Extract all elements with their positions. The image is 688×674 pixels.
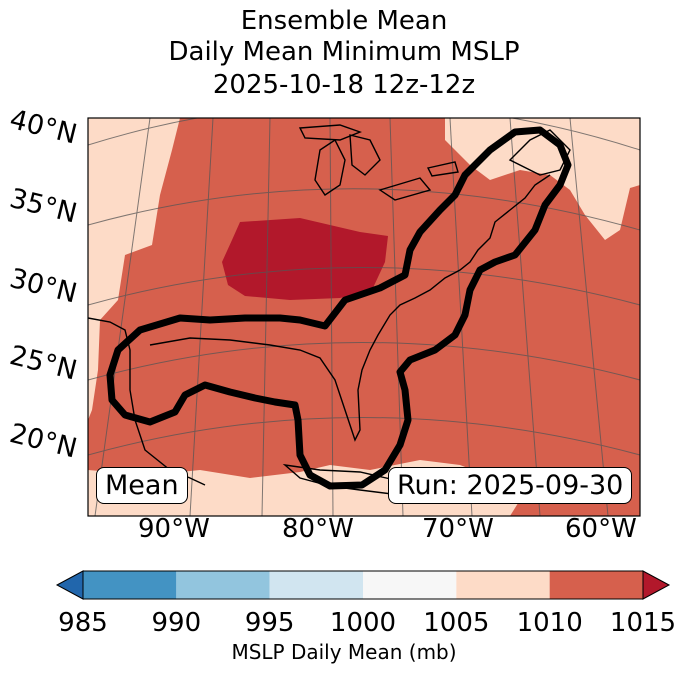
colorbar-tick-990: 990 [151,608,202,638]
lake-erie [378,177,432,201]
lon-label-70: 70°W [422,514,494,544]
mslp-contour [106,126,572,490]
lon-label-60: 60°W [565,514,637,544]
lon-label-80: 80°W [282,514,354,544]
title-line-1: Ensemble Mean [240,6,448,36]
colorbar-label: MSLP Daily Mean (mb) [231,640,457,664]
lat-line-25 [88,342,640,381]
lat-line-35 [88,188,640,231]
lake-superior [298,124,362,141]
colorbar-segment-1000 [363,571,457,599]
colorbar-tick-1005: 1005 [423,608,490,638]
lon-line-65 [509,118,541,516]
mslp-field-light-west [88,118,180,420]
lake-huron [349,134,381,176]
lon-line-95 [94,118,151,516]
colorbar-tick-985: 985 [58,608,108,638]
run-date-box: Run: 2025-09-30 [388,467,633,504]
lon-line-60 [569,118,609,516]
colorbar-frame [82,570,644,600]
lat-line-30 [88,267,640,306]
colorbar-tick-1010: 1010 [516,608,583,638]
map-frame [87,117,641,517]
title-line-2: Daily Mean Minimum MSLP [168,37,520,67]
mslp-field-dark [222,218,388,300]
colorbar-segment-985 [83,571,177,599]
colorbar-tick-995: 995 [244,608,295,638]
gulf-east-coast [149,174,551,442]
title-line-3: 2025-10-18 12z-12z [212,70,476,100]
colorbar-under-arrow [55,570,84,600]
colorbar-tick-1015: 1015 [609,608,677,638]
colorbar [55,570,671,600]
map-area [88,118,640,516]
colorbar-segment-990 [176,571,270,599]
lat-line-20 [88,417,640,456]
mean-label-box: Mean [96,467,188,504]
lat-line-40 [88,118,640,151]
colorbar-segment-995 [269,571,363,599]
lon-label-90: 90°W [138,514,210,544]
graticule [88,118,640,516]
colorbar-segment-1010 [549,571,643,599]
lake-ontario [426,161,459,177]
colorbar-over-arrow [642,570,671,600]
maritimes [508,129,571,176]
colorbar-segment-1005 [456,571,550,599]
colorbar-tick-1000: 1000 [329,608,397,638]
